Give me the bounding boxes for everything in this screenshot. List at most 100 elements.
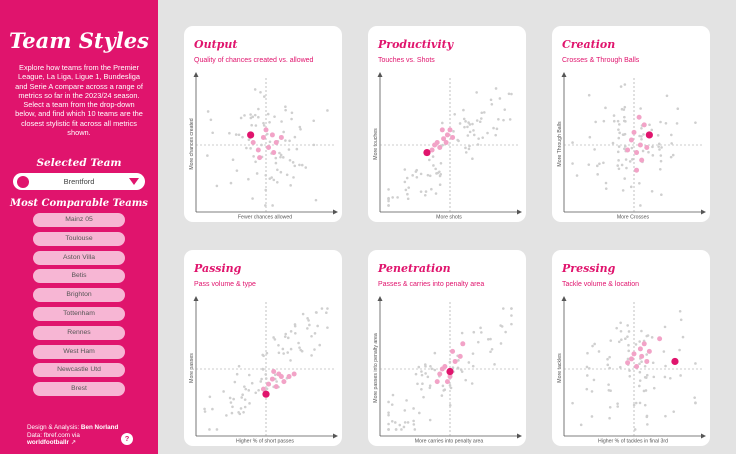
- team-point: [623, 132, 627, 136]
- team-point: [596, 164, 599, 168]
- comparable-team-point: [443, 139, 449, 145]
- app-title: Team Styles: [9, 28, 149, 53]
- team-point: [645, 415, 649, 419]
- team-point: [494, 87, 498, 90]
- team-point: [617, 123, 621, 126]
- team-point: [249, 113, 252, 116]
- y-axis-label: More Through Balls: [557, 121, 563, 167]
- team-point: [233, 380, 237, 384]
- team-point: [230, 411, 234, 415]
- selected-team-point: [423, 148, 431, 157]
- panel-subtitle: Passes & carries into penalty area: [378, 281, 485, 288]
- comparable-team-point: [260, 134, 266, 140]
- team-point: [237, 133, 241, 137]
- team-point: [420, 370, 423, 373]
- comparable-team-item[interactable]: Tottenham: [33, 306, 125, 321]
- chevron-down-icon[interactable]: [129, 178, 139, 185]
- comparable-team-item[interactable]: Betis: [33, 269, 125, 284]
- data-source-line: Data: fbref.com via: [27, 431, 80, 439]
- team-point: [289, 347, 293, 351]
- comparable-team-item[interactable]: Toulouse: [33, 231, 125, 246]
- team-point: [590, 390, 594, 393]
- team-point: [626, 357, 630, 361]
- x-axis-label: Higher % of short passes: [236, 439, 294, 445]
- team-point: [259, 380, 263, 383]
- team-point: [644, 389, 648, 392]
- selected-team-point: [446, 367, 454, 376]
- team-point: [480, 117, 483, 120]
- comparable-team-item[interactable]: Mainz 05: [33, 213, 125, 227]
- team-dropdown[interactable]: Brentford: [13, 173, 145, 190]
- comparable-team-point: [286, 374, 292, 380]
- x-axis-label: More shots: [436, 215, 462, 221]
- credits: Design & Analysis: Ben Norland Data: fbr…: [27, 424, 118, 447]
- team-point: [261, 367, 265, 371]
- team-point: [274, 161, 278, 165]
- team-point: [585, 387, 589, 391]
- team-point: [228, 131, 231, 135]
- team-point: [651, 154, 655, 157]
- team-point: [262, 354, 265, 358]
- credit-author[interactable]: Ben Norland: [80, 424, 119, 431]
- team-point: [615, 326, 618, 330]
- help-button[interactable]: ?: [121, 433, 133, 445]
- comparable-team-point: [271, 369, 277, 375]
- team-point: [306, 327, 309, 330]
- comparable-team-item[interactable]: West Ham: [33, 344, 125, 359]
- comparable-team-point: [273, 384, 279, 390]
- team-point: [406, 197, 410, 201]
- external-link-icon[interactable]: ↗: [70, 439, 77, 447]
- selected-team-heading: Selected Team: [36, 157, 122, 169]
- team-point: [312, 143, 316, 147]
- team-point: [387, 428, 390, 431]
- comparable-team-item[interactable]: Aston Villa: [33, 250, 125, 265]
- comparable-team-point: [281, 379, 287, 385]
- team-point: [289, 184, 292, 187]
- team-point: [434, 167, 437, 171]
- data-source-link[interactable]: worldfootballr: [27, 439, 69, 447]
- comparable-team-item[interactable]: Rennes: [33, 325, 125, 340]
- team-point: [463, 125, 466, 129]
- team-point: [387, 199, 390, 203]
- team-point: [495, 127, 499, 131]
- comparable-team-point: [644, 145, 650, 151]
- team-point: [211, 407, 214, 411]
- team-point: [470, 382, 474, 385]
- team-point: [670, 133, 673, 137]
- comparable-team-point: [634, 363, 640, 369]
- team-point: [420, 387, 423, 391]
- team-point: [307, 319, 310, 322]
- x-axis-arrow: [333, 433, 338, 439]
- team-point: [660, 193, 663, 196]
- team-point: [265, 351, 269, 355]
- team-point: [428, 384, 432, 387]
- team-point: [609, 339, 613, 342]
- team-point: [617, 340, 621, 344]
- team-point: [663, 325, 667, 329]
- comparable-team-item[interactable]: Newcastle Utd: [33, 363, 125, 378]
- team-point: [468, 130, 472, 134]
- team-point: [428, 158, 431, 162]
- team-point: [287, 148, 291, 151]
- comparable-team-item[interactable]: Brighton: [33, 288, 125, 303]
- team-point: [642, 389, 646, 393]
- team-point: [640, 126, 643, 130]
- team-point: [442, 389, 446, 392]
- team-point: [621, 189, 625, 192]
- team-point: [209, 118, 213, 122]
- y-axis-arrow: [561, 296, 567, 301]
- y-axis-label: More passes: [189, 353, 195, 383]
- team-point: [638, 379, 642, 383]
- team-point: [460, 370, 464, 373]
- team-point: [643, 365, 647, 368]
- team-point: [639, 107, 642, 110]
- team-point: [406, 421, 410, 424]
- team-point: [247, 373, 251, 377]
- team-point: [592, 378, 596, 382]
- team-point: [500, 325, 504, 328]
- y-axis-label: More tackles: [557, 353, 563, 383]
- team-point: [293, 323, 297, 326]
- comparable-team-item[interactable]: Brest: [33, 382, 125, 397]
- team-point: [441, 384, 445, 388]
- comparable-team-point: [273, 139, 279, 145]
